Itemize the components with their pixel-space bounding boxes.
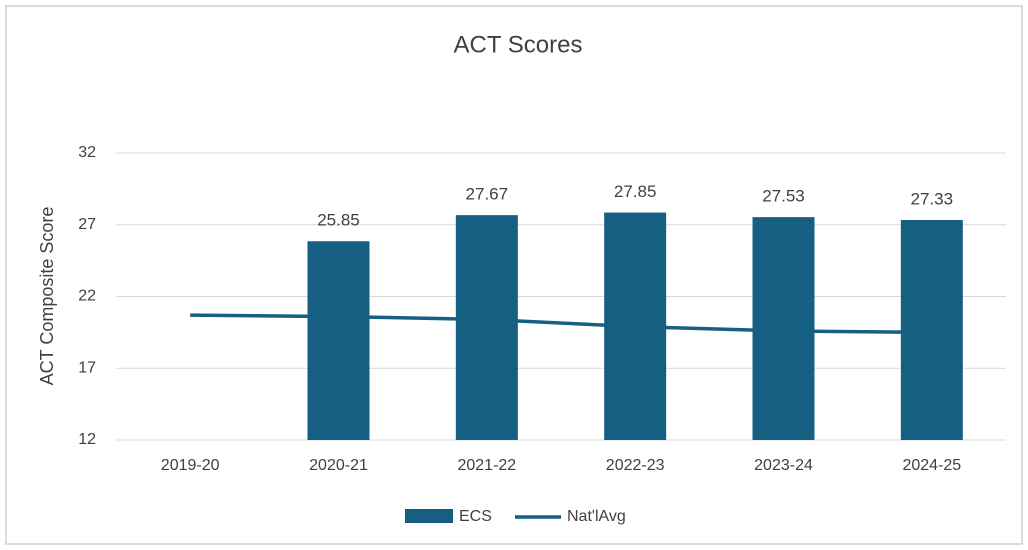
y-tick-label: 32: [78, 144, 96, 161]
bar: [307, 241, 370, 440]
bar: [604, 212, 667, 440]
chart-title: ACT Scores: [454, 31, 583, 58]
x-tick-label: 2024-25: [902, 457, 961, 474]
data-label: 25.85: [317, 211, 360, 230]
bar: [900, 220, 963, 440]
data-label: 27.33: [911, 189, 954, 208]
x-tick-label: 2020-21: [309, 457, 368, 474]
x-tick-label: 2023-24: [754, 457, 813, 474]
legend-label: Nat'lAvg: [567, 508, 626, 525]
bar: [752, 217, 815, 440]
x-tick-label: 2019-20: [161, 457, 220, 474]
x-tick-label: 2021-22: [457, 457, 516, 474]
y-tick-label: 22: [78, 288, 96, 305]
legend-swatch: [405, 509, 453, 523]
data-label: 27.85: [614, 182, 657, 201]
y-axis-label: ACT Composite Score: [37, 207, 57, 386]
data-label: 27.67: [466, 185, 509, 204]
x-tick-label: 2022-23: [606, 457, 665, 474]
bar: [455, 215, 518, 440]
y-tick-label: 27: [78, 216, 96, 233]
data-label: 27.53: [762, 187, 805, 206]
legend-label: ECS: [459, 508, 492, 525]
y-tick-label: 17: [78, 359, 96, 376]
y-tick-label: 12: [78, 431, 96, 448]
